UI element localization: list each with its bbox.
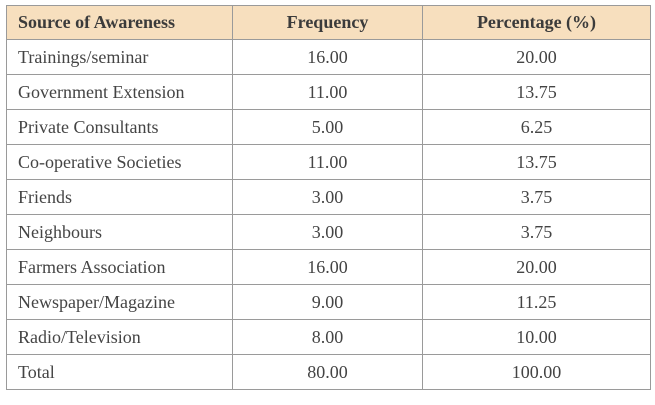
cell-frequency: 5.00 xyxy=(232,109,423,145)
cell-frequency: 11.00 xyxy=(232,144,423,180)
cell-percentage: 6.25 xyxy=(422,109,651,145)
total-row: Total 80.00 100.00 xyxy=(6,354,651,390)
cell-source: Trainings/seminar xyxy=(6,39,233,75)
cell-source: Radio/Television xyxy=(6,319,233,355)
table-row: Private Consultants 5.00 6.25 xyxy=(6,109,651,145)
table-row: Radio/Television 8.00 10.00 xyxy=(6,319,651,355)
table-row: Government Extension 11.00 13.75 xyxy=(6,74,651,110)
header-frequency: Frequency xyxy=(232,5,423,40)
table-row: Co-operative Societies 11.00 13.75 xyxy=(6,144,651,180)
cell-source: Friends xyxy=(6,179,233,215)
cell-source: Newspaper/Magazine xyxy=(6,284,233,320)
cell-frequency: 3.00 xyxy=(232,179,423,215)
cell-source: Government Extension xyxy=(6,74,233,110)
cell-percentage: 13.75 xyxy=(422,144,651,180)
cell-frequency: 9.00 xyxy=(232,284,423,320)
table-body: Trainings/seminar 16.00 20.00 Government… xyxy=(6,39,651,390)
table-row: Friends 3.00 3.75 xyxy=(6,179,651,215)
header-source: Source of Awareness xyxy=(6,5,233,40)
header-row: Source of Awareness Frequency Percentage… xyxy=(6,5,651,40)
cell-frequency: 16.00 xyxy=(232,249,423,285)
table-header: Source of Awareness Frequency Percentage… xyxy=(6,5,651,40)
table-row: Farmers Association 16.00 20.00 xyxy=(6,249,651,285)
cell-percentage: 10.00 xyxy=(422,319,651,355)
awareness-table: Source of Awareness Frequency Percentage… xyxy=(6,5,651,390)
cell-percentage: 3.75 xyxy=(422,214,651,250)
total-label: Total xyxy=(6,354,233,390)
table-row: Trainings/seminar 16.00 20.00 xyxy=(6,39,651,75)
cell-percentage: 20.00 xyxy=(422,39,651,75)
cell-frequency: 11.00 xyxy=(232,74,423,110)
header-percentage: Percentage (%) xyxy=(422,5,651,40)
cell-percentage: 20.00 xyxy=(422,249,651,285)
cell-source: Co-operative Societies xyxy=(6,144,233,180)
awareness-table-container: Source of Awareness Frequency Percentage… xyxy=(6,5,651,390)
cell-frequency: 8.00 xyxy=(232,319,423,355)
cell-percentage: 13.75 xyxy=(422,74,651,110)
cell-frequency: 16.00 xyxy=(232,39,423,75)
cell-percentage: 3.75 xyxy=(422,179,651,215)
table-row: Newspaper/Magazine 9.00 11.25 xyxy=(6,284,651,320)
total-percentage: 100.00 xyxy=(422,354,651,390)
cell-source: Farmers Association xyxy=(6,249,233,285)
cell-source: Private Consultants xyxy=(6,109,233,145)
cell-frequency: 3.00 xyxy=(232,214,423,250)
cell-source: Neighbours xyxy=(6,214,233,250)
total-frequency: 80.00 xyxy=(232,354,423,390)
cell-percentage: 11.25 xyxy=(422,284,651,320)
table-row: Neighbours 3.00 3.75 xyxy=(6,214,651,250)
